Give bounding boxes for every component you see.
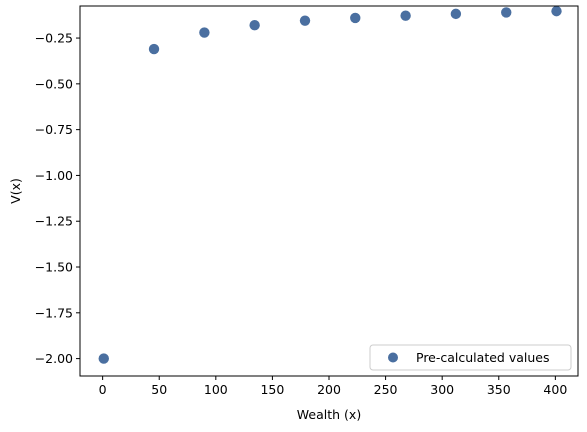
x-tick-label: 50 [151,382,167,397]
data-point [551,5,562,17]
y-tick-label: −2.00 [35,351,73,366]
x-tick-label: 100 [204,382,228,397]
legend: Pre-calculated values [369,344,572,371]
data-point [98,353,109,364]
data-point [249,20,260,31]
plot-frame [79,5,579,377]
y-axis-label: V(x) [8,178,23,204]
x-tick-label: 400 [543,382,567,397]
data-point [350,12,361,24]
y-tick-label: −1.75 [35,305,73,320]
x-tick-label: 250 [374,382,398,397]
y-tick-label: −0.50 [35,76,73,91]
y-tick-label: −0.25 [35,31,73,46]
x-tick-label: 350 [487,382,511,397]
data-point [299,15,311,26]
data-point [199,27,210,38]
y-tick-label: −1.00 [35,168,73,183]
legend-box [369,344,572,371]
x-axis-ticks: 0 50 100 150 200 250 300 350 400 [99,376,567,397]
y-tick-label: −0.75 [35,122,73,137]
y-axis-ticks: −2.00 −1.75 −1.50 −1.25 −1.00 −0.75 −0.50 −0.25 [35,31,80,366]
data-point [501,7,512,18]
x-axis-label: Wealth (x) [297,407,361,422]
x-tick-label: 200 [317,382,341,397]
plot-area [80,6,578,376]
x-tick-label: 300 [430,382,454,397]
data-point [400,10,411,21]
y-tick-label: −1.25 [35,214,73,229]
data-point [450,8,462,20]
y-tick-label: −1.50 [35,260,73,275]
x-tick-label: 150 [260,382,284,397]
legend-marker [388,352,398,363]
data-point [148,43,160,55]
data-points [98,5,562,364]
legend-label: Pre-calculated values [416,350,549,365]
x-tick-label: 0 [99,382,107,397]
